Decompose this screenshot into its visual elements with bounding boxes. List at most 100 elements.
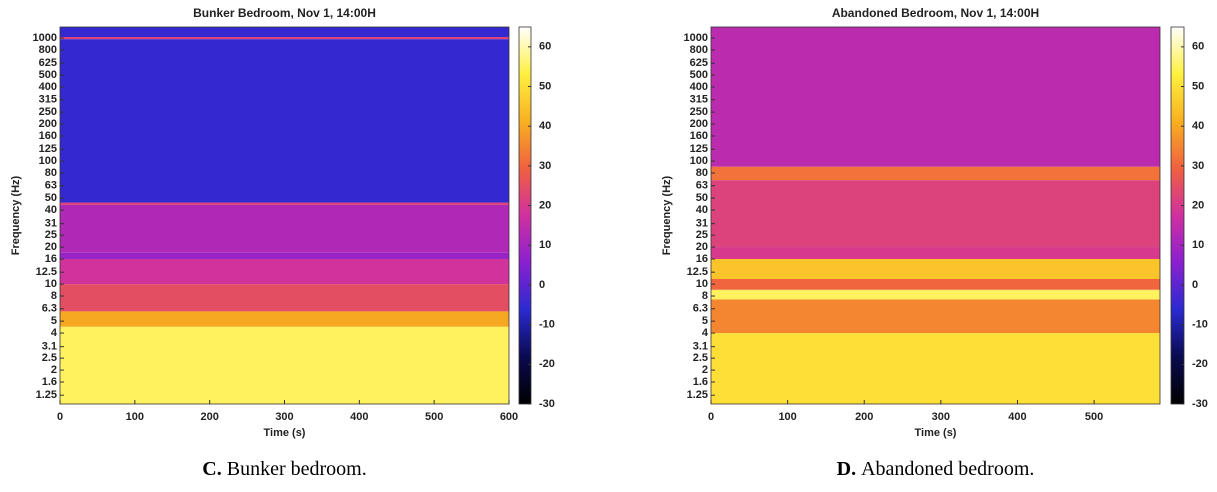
heatmap-band (711, 166, 1160, 181)
y-tick-label: 6.3 (693, 303, 708, 315)
y-tick-label: 200 (39, 118, 57, 130)
y-tick-label: 10 (696, 278, 708, 290)
y-tick-label: 250 (690, 106, 708, 118)
x-axis-label: Time (s) (264, 427, 306, 439)
x-tick-label: 300 (932, 411, 950, 423)
y-tick-label: 125 (39, 143, 57, 155)
colorbar-tick-label: 30 (1192, 160, 1204, 172)
colorbar (518, 26, 532, 405)
colorbar-tick-label: -30 (539, 398, 555, 410)
colorbar (1170, 26, 1185, 405)
heatmap-band (60, 204, 509, 253)
heatmap-band (60, 311, 509, 327)
y-tick-label: 2.5 (693, 352, 708, 364)
y-tick-label: 1000 (684, 32, 708, 44)
heatmap-band (60, 39, 509, 203)
y-tick-label: 125 (690, 143, 708, 155)
y-tick-label: 80 (45, 167, 57, 179)
y-axis-label: Frequency (Hz) (661, 175, 673, 255)
y-tick-label: 20 (45, 241, 57, 253)
y-tick-label: 800 (690, 44, 708, 56)
heatmap-band (711, 299, 1160, 334)
y-tick-label: 160 (690, 130, 708, 142)
colorbar-tick-label: -10 (539, 319, 555, 331)
y-tick-label: 1.25 (687, 389, 708, 401)
y-tick-label: 2 (702, 364, 708, 376)
y-tick-label: 10 (45, 278, 57, 290)
y-tick-label: 6.3 (42, 303, 57, 315)
y-tick-label: 63 (45, 180, 57, 192)
y-tick-label: 400 (690, 81, 708, 93)
y-tick-label: 800 (39, 44, 57, 56)
colorbar-tick-label: 30 (539, 160, 551, 172)
heatmap-band (60, 258, 509, 285)
y-tick-label: 5 (51, 315, 57, 327)
y-tick-label: 315 (39, 94, 57, 106)
y-tick-label: 12.5 (687, 266, 708, 278)
colorbar-tick-label: 40 (539, 120, 551, 132)
colorbar-tick-label: 40 (1192, 120, 1204, 132)
y-tick-label: 2.5 (42, 352, 57, 364)
y-tick-label: 500 (690, 69, 708, 81)
heatmap-band (711, 247, 1160, 259)
y-tick-label: 3.1 (42, 341, 57, 353)
heatmap-band (711, 258, 1160, 280)
y-tick-label: 100 (690, 155, 708, 167)
colorbar-tick-label: 0 (539, 279, 545, 291)
x-tick-label: 300 (275, 411, 293, 423)
caption: D. Abandoned bedroom. (837, 458, 1035, 480)
heatmap-band (60, 202, 509, 205)
y-tick-label: 80 (696, 167, 708, 179)
colorbar-tick-label: 20 (1192, 199, 1204, 211)
colorbar-tick-label: 50 (1192, 80, 1204, 92)
y-tick-label: 1.25 (36, 389, 57, 401)
heatmap-band (60, 27, 509, 38)
x-tick-label: 400 (1008, 411, 1026, 423)
colorbar-tick-label: 10 (1192, 239, 1204, 251)
y-tick-label: 625 (39, 57, 57, 69)
x-tick-label: 100 (126, 411, 144, 423)
y-axis-label: Frequency (Hz) (10, 175, 22, 255)
heatmap-band (711, 333, 1160, 404)
x-tick-label: 200 (855, 411, 873, 423)
heatmap-band (60, 252, 509, 259)
y-tick-label: 2 (51, 364, 57, 376)
colorbar-tick-label: 10 (539, 239, 551, 251)
y-tick-label: 50 (696, 192, 708, 204)
x-tick-label: 400 (350, 411, 368, 423)
x-tick-label: 100 (778, 411, 796, 423)
x-tick-label: 500 (425, 411, 443, 423)
y-tick-label: 1.6 (693, 376, 708, 388)
x-tick-label: 0 (57, 411, 63, 423)
y-tick-label: 12.5 (36, 266, 57, 278)
heatmap-band (711, 180, 1160, 248)
caption-label: D. (837, 458, 856, 480)
caption-text: Bunker bedroom. (227, 458, 367, 480)
y-tick-label: 25 (696, 229, 708, 241)
y-tick-label: 50 (45, 192, 57, 204)
heatmap-band (60, 37, 509, 40)
y-tick-label: 40 (696, 204, 708, 216)
y-tick-label: 5 (702, 315, 708, 327)
y-tick-label: 250 (39, 106, 57, 118)
y-tick-label: 160 (39, 130, 57, 142)
heatmap-band (60, 326, 509, 404)
y-tick-label: 63 (696, 180, 708, 192)
y-tick-label: 625 (690, 57, 708, 69)
y-tick-label: 1000 (33, 32, 57, 44)
colorbar-tick-label: 50 (539, 80, 551, 92)
y-tick-label: 40 (45, 204, 57, 216)
y-tick-label: 500 (39, 69, 57, 81)
y-tick-label: 25 (45, 229, 57, 241)
chart-title: Bunker Bedroom, Nov 1, 14:00H (193, 6, 376, 20)
y-tick-label: 3.1 (693, 341, 708, 353)
colorbar-tick-label: -20 (539, 358, 555, 370)
y-tick-label: 100 (39, 155, 57, 167)
y-tick-label: 16 (45, 253, 57, 265)
y-tick-label: 31 (696, 218, 708, 230)
x-tick-label: 0 (708, 411, 714, 423)
caption-label: C. (202, 458, 221, 480)
y-tick-label: 16 (696, 253, 708, 265)
heatmap-band (711, 289, 1160, 300)
